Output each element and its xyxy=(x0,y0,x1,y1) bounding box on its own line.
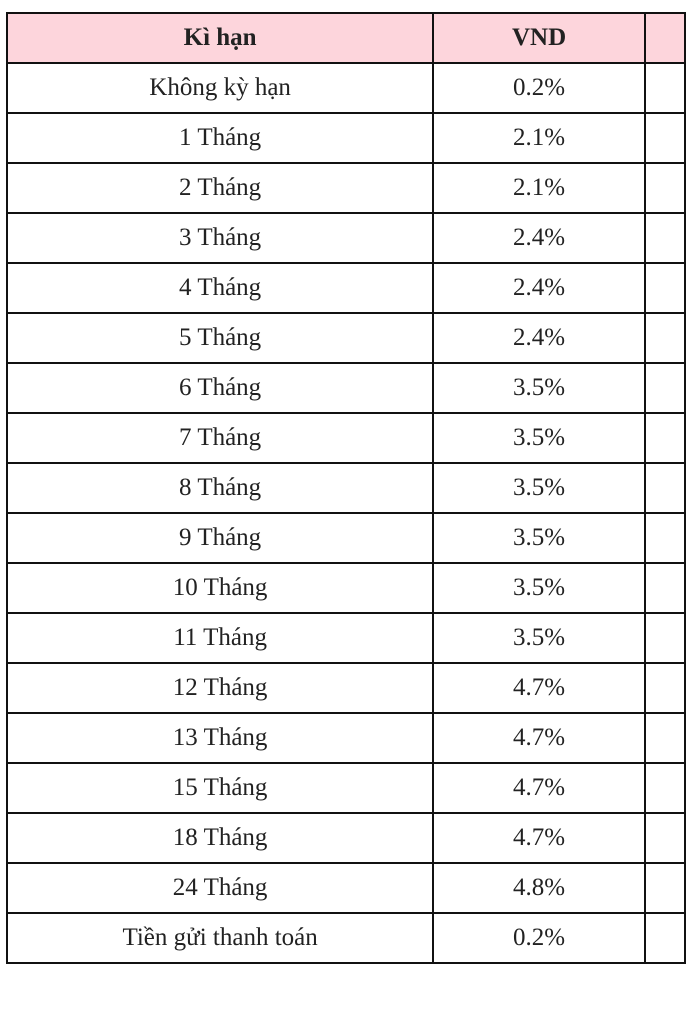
term-cell: 11 Tháng xyxy=(5,612,435,664)
vnd-cell: 3.5% xyxy=(432,612,646,664)
truncated-cell xyxy=(643,312,686,364)
truncated-cell xyxy=(643,762,686,814)
table-row: 4 Tháng 2.4% xyxy=(5,262,686,314)
term-cell: 13 Tháng xyxy=(5,712,435,764)
table-row: 8 Tháng 3.5% xyxy=(5,462,686,514)
term-cell: 10 Tháng xyxy=(5,562,435,614)
vnd-cell: 4.7% xyxy=(432,712,646,764)
vnd-cell: 2.4% xyxy=(432,312,646,364)
term-cell: 2 Tháng xyxy=(5,162,435,214)
vnd-cell: 3.5% xyxy=(432,412,646,464)
table-row: 6 Tháng 3.5% xyxy=(5,362,686,414)
term-cell: 6 Tháng xyxy=(5,362,435,414)
vnd-cell: 4.7% xyxy=(432,662,646,714)
vnd-cell: 2.1% xyxy=(432,162,646,214)
table-row: 1 Tháng 2.1% xyxy=(5,112,686,164)
truncated-cell xyxy=(643,712,686,764)
term-cell: 15 Tháng xyxy=(5,762,435,814)
table-row: 11 Tháng 3.5% xyxy=(5,612,686,664)
truncated-cell xyxy=(643,612,686,664)
truncated-cell xyxy=(643,412,686,464)
table-row: 2 Tháng 2.1% xyxy=(5,162,686,214)
truncated-cell xyxy=(643,212,686,264)
term-cell: 5 Tháng xyxy=(5,312,435,364)
truncated-cell xyxy=(643,162,686,214)
truncated-cell xyxy=(643,462,686,514)
truncated-cell xyxy=(643,662,686,714)
vnd-cell: 4.7% xyxy=(432,812,646,864)
table-row: Không kỳ hạn 0.2% xyxy=(5,62,686,114)
truncated-cell xyxy=(643,112,686,164)
term-cell: 1 Tháng xyxy=(5,112,435,164)
term-cell: 4 Tháng xyxy=(5,262,435,314)
vnd-cell: 0.2% xyxy=(432,912,646,964)
vnd-cell: 4.7% xyxy=(432,762,646,814)
truncated-cell xyxy=(643,262,686,314)
truncated-cell xyxy=(643,862,686,914)
table-row: 12 Tháng 4.7% xyxy=(5,662,686,714)
header-term: Kì hạn xyxy=(5,12,435,64)
vnd-cell: 2.4% xyxy=(432,262,646,314)
term-cell: Không kỳ hạn xyxy=(5,62,435,114)
table-row: Tiền gửi thanh toán 0.2% xyxy=(5,912,686,964)
truncated-cell xyxy=(643,362,686,414)
truncated-cell xyxy=(643,562,686,614)
term-cell: 18 Tháng xyxy=(5,812,435,864)
vnd-cell: 2.4% xyxy=(432,212,646,264)
table-row: 3 Tháng 2.4% xyxy=(5,212,686,264)
vnd-cell: 0.2% xyxy=(432,62,646,114)
term-cell: 12 Tháng xyxy=(5,662,435,714)
table-row: 15 Tháng 4.7% xyxy=(5,762,686,814)
header-truncated-column xyxy=(643,12,686,64)
table-row: 24 Tháng 4.8% xyxy=(5,862,686,914)
truncated-cell xyxy=(643,512,686,564)
interest-rate-table: Kì hạn VND Không kỳ hạn 0.2% 1 Tháng 2.1% 2 … xyxy=(5,12,686,964)
vnd-cell: 2.1% xyxy=(432,112,646,164)
vnd-cell: 3.5% xyxy=(432,562,646,614)
table-row: 9 Tháng 3.5% xyxy=(5,512,686,564)
table-row: 7 Tháng 3.5% xyxy=(5,412,686,464)
vnd-cell: 4.8% xyxy=(432,862,646,914)
term-cell: 9 Tháng xyxy=(5,512,435,564)
truncated-cell xyxy=(643,62,686,114)
truncated-cell xyxy=(643,912,686,964)
term-cell: 24 Tháng xyxy=(5,862,435,914)
table-row: 18 Tháng 4.7% xyxy=(5,812,686,864)
term-cell: Tiền gửi thanh toán xyxy=(5,912,435,964)
header-vnd: VND xyxy=(432,12,646,64)
table-row: 5 Tháng 2.4% xyxy=(5,312,686,364)
vnd-cell: 3.5% xyxy=(432,462,646,514)
table-row: 10 Tháng 3.5% xyxy=(5,562,686,614)
vnd-cell: 3.5% xyxy=(432,512,646,564)
term-cell: 7 Tháng xyxy=(5,412,435,464)
vnd-cell: 3.5% xyxy=(432,362,646,414)
term-cell: 3 Tháng xyxy=(5,212,435,264)
table-header-row: Kì hạn VND xyxy=(5,12,686,64)
truncated-cell xyxy=(643,812,686,864)
term-cell: 8 Tháng xyxy=(5,462,435,514)
table-row: 13 Tháng 4.7% xyxy=(5,712,686,764)
